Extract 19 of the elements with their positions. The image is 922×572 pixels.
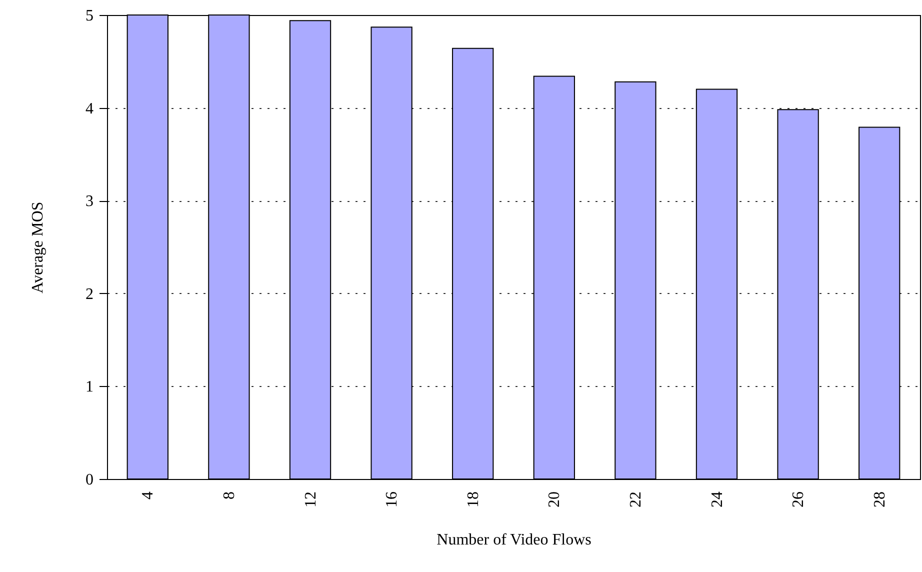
x-tick-label: 12 <box>302 492 320 508</box>
y-tick-label: 3 <box>86 193 94 210</box>
x-tick-label: 4 <box>140 492 157 500</box>
bar <box>696 88 738 480</box>
x-tick-label: 24 <box>708 492 726 508</box>
x-tick-label: 8 <box>220 492 238 500</box>
y-axis-title: Average MOS <box>30 202 46 294</box>
x-tick-label: 18 <box>464 492 482 508</box>
x-tick-label: 16 <box>384 492 401 508</box>
x-axis-title: Number of Video Flows <box>436 532 592 548</box>
x-tick-label: 28 <box>871 492 888 508</box>
y-tick-label: 5 <box>86 8 94 24</box>
x-tick-label: 26 <box>790 492 808 508</box>
y-tick-label: 1 <box>86 378 94 396</box>
y-tick-label: 2 <box>86 286 94 303</box>
x-tick-label: 20 <box>546 492 564 508</box>
y-tick-label: 0 <box>86 472 94 488</box>
y-tick-label: 4 <box>86 100 94 118</box>
x-tick-label: 22 <box>627 492 644 508</box>
